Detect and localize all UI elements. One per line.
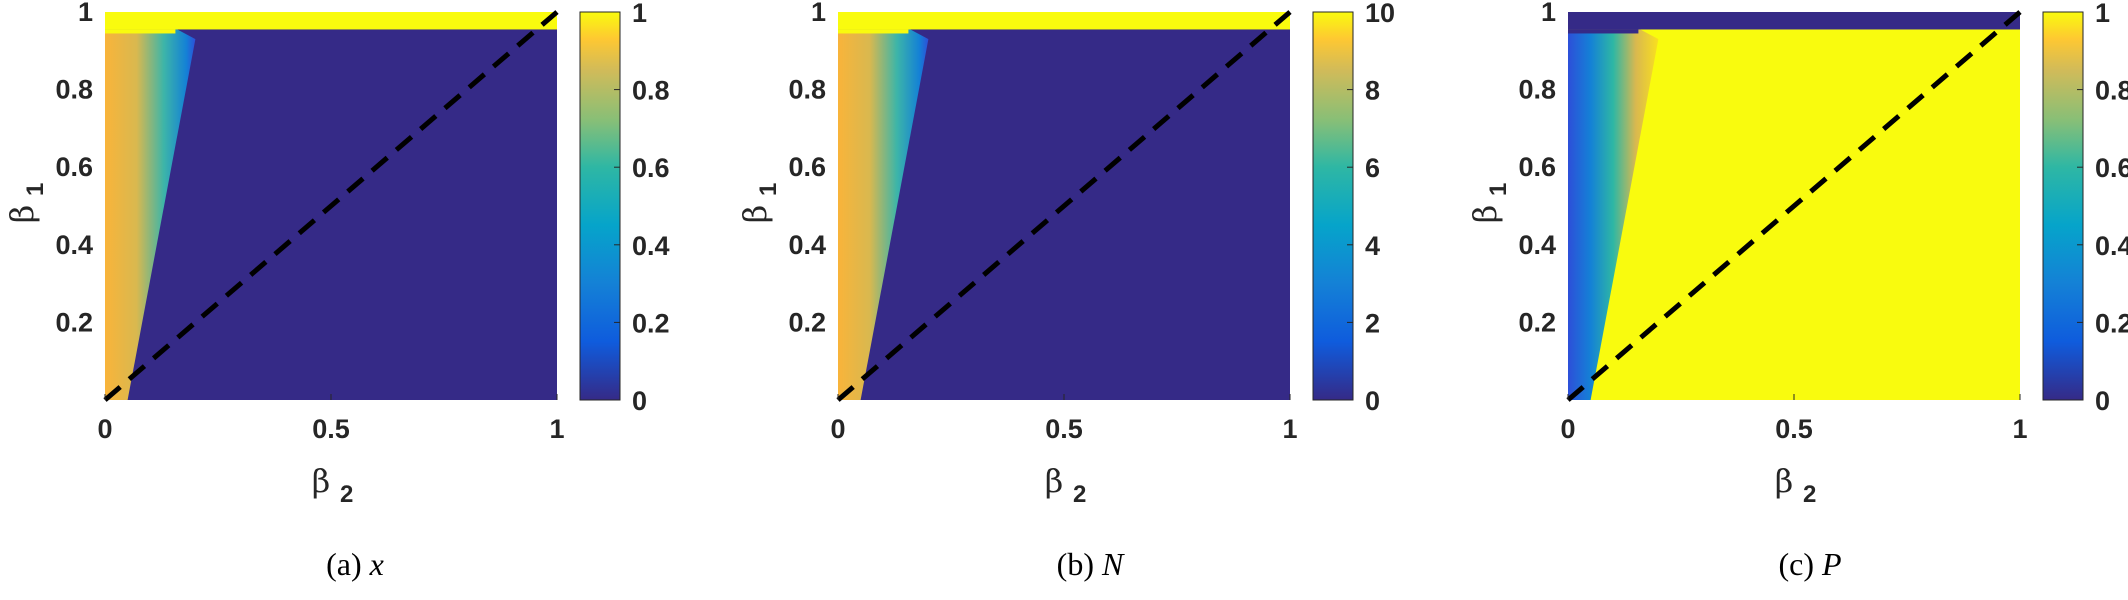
y-axis-label-group: β1 [1466, 183, 1512, 224]
heatmap-band-edge [105, 29, 176, 34]
colorbar-tick-label: 0.6 [2095, 153, 2128, 183]
colorbar-tick-label: 0.8 [632, 76, 670, 106]
colorbar-tick-label: 8 [1365, 76, 1380, 106]
heatmap-wedge-region [838, 29, 929, 401]
colorbar-tick-label: 0.6 [632, 153, 670, 183]
colorbar-tick-label: 0.4 [632, 231, 670, 261]
heatmap-band-edge [838, 29, 909, 34]
y-tick-label: 0.6 [1518, 152, 1556, 182]
colorbar-tick-label: 6 [1365, 153, 1380, 183]
panel-caption-prefix: (a) [326, 546, 370, 582]
heatmap-band-edge [1568, 29, 1639, 34]
colorbar [579, 11, 621, 401]
colorbar [2042, 11, 2084, 401]
y-tick-label: 1 [78, 0, 93, 27]
heatmap-top-band [105, 12, 557, 30]
y-axis-label-subscript: 1 [1485, 183, 1512, 196]
x-tick-label: 0 [97, 414, 112, 444]
panel-caption-prefix: (b) [1057, 546, 1102, 582]
heatmap-top-band [838, 12, 1290, 30]
x-tick-label: 1 [2012, 414, 2027, 444]
y-axis-label-subscript: 1 [22, 183, 49, 196]
y-tick-label: 0.4 [55, 230, 93, 260]
x-tick-label: 0 [1560, 414, 1575, 444]
x-axis-label: β [312, 462, 331, 500]
colorbar-tick-label: 0.2 [632, 308, 670, 338]
y-tick-label: 0.8 [55, 75, 93, 105]
heatmap-top-band [1568, 12, 2020, 30]
panel-caption-variable: N [1101, 546, 1125, 582]
panel-caption-variable: P [1821, 546, 1842, 582]
y-tick-label: 0.8 [788, 75, 826, 105]
y-tick-label: 1 [1541, 0, 1556, 27]
x-tick-label: 0.5 [312, 414, 350, 444]
colorbar-tick-label: 0 [632, 386, 647, 416]
colorbar-tick-label: 0.8 [2095, 76, 2128, 106]
x-axis-label: β [1775, 462, 1794, 500]
panel-1: 0 0.5 10.20.40.60.81β 2β100.20.40.60.81(a) … [3, 0, 670, 582]
diagonal-reference-line [836, 10, 1292, 402]
y-tick-label: 1 [811, 0, 826, 27]
diagonal-reference-line [1566, 10, 2022, 402]
x-tick-label: 0.5 [1045, 414, 1083, 444]
x-axis-label: β [1045, 462, 1064, 500]
colorbar-tick-label: 0 [2095, 386, 2110, 416]
x-tick-label: 1 [549, 414, 564, 444]
diagonal-reference-line [103, 10, 559, 402]
y-tick-label: 0.2 [788, 307, 826, 337]
y-tick-label: 0.2 [55, 307, 93, 337]
x-tick-label: 0.5 [1775, 414, 1813, 444]
panel-caption: (c) P [1778, 546, 1841, 582]
colorbar-tick-label: 0 [1365, 386, 1380, 416]
y-tick-label: 0.4 [1518, 230, 1556, 260]
x-axis-label-subscript: 2 [1073, 481, 1086, 508]
panel-caption: (b) N [1057, 546, 1125, 582]
panel-3: 0 0.5 10.20.40.60.81β 2β100.20.40.60.81(c) … [1466, 0, 2128, 582]
colorbar-tick-label: 10 [1365, 0, 1395, 28]
colorbar-tick-label: 4 [1365, 231, 1380, 261]
x-axis-label-subscript: 2 [1803, 481, 1816, 508]
y-axis-label: β [1466, 205, 1504, 224]
y-tick-label: 0.2 [1518, 307, 1556, 337]
y-axis-label-group: β1 [3, 183, 49, 224]
y-tick-label: 0.6 [788, 152, 826, 182]
x-axis-label-subscript: 2 [340, 481, 353, 508]
y-axis-label: β [3, 205, 41, 224]
panel-caption: (a) x [326, 546, 384, 582]
colorbar-tick-label: 1 [2095, 0, 2110, 28]
panel-caption-variable: x [369, 546, 384, 582]
colorbar-tick-label: 0.2 [2095, 308, 2128, 338]
y-tick-label: 0.4 [788, 230, 826, 260]
colorbar-tick-label: 2 [1365, 308, 1380, 338]
x-tick-label: 1 [1282, 414, 1297, 444]
y-axis-label: β [736, 205, 774, 224]
colorbar [1312, 11, 1354, 401]
heatmap-wedge-region [1568, 29, 1659, 401]
heatmap-wedge-region [105, 29, 196, 401]
x-tick-label: 0 [830, 414, 845, 444]
panel-caption-prefix: (c) [1778, 546, 1822, 582]
y-tick-label: 0.6 [55, 152, 93, 182]
colorbar-tick-label: 0.4 [2095, 231, 2128, 261]
y-axis-label-group: β1 [736, 183, 782, 224]
y-axis-label-subscript: 1 [755, 183, 782, 196]
y-tick-label: 0.8 [1518, 75, 1556, 105]
colorbar-tick-label: 1 [632, 0, 647, 28]
